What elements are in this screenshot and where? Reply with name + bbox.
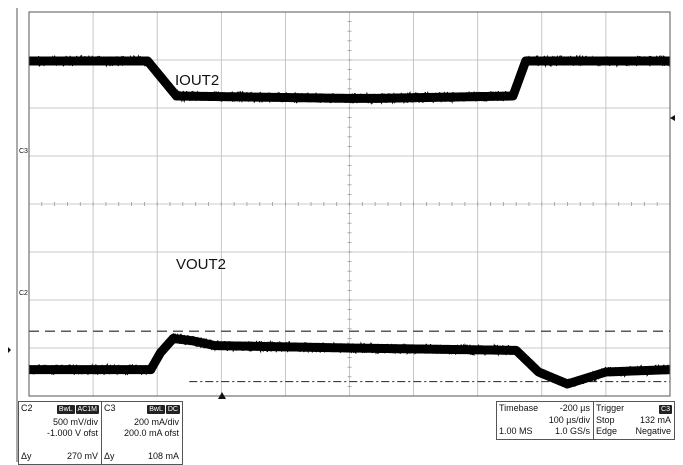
timebase-panel[interactable]: Timebase -200 µs 100 µs/div 1.00 MS 1.0 … [496, 401, 594, 440]
c3-offset: 200.0 mA ofst [123, 428, 179, 438]
c3-dy-value: 108 mA [147, 451, 179, 461]
trigger-label: Trigger [596, 403, 625, 413]
iout2-label: IOUT2 [175, 72, 219, 89]
c3-info-panel[interactable]: C3 BwL DC 200 mA/div 200.0 mA ofst Δy 108… [101, 401, 183, 465]
trigger-source-tag: C3 [659, 405, 672, 414]
c3-bw-tag: BwL [147, 405, 165, 414]
trigger-mode: Stop [596, 415, 615, 425]
c2-offset: -1.000 V ofst [46, 428, 98, 438]
c2-channel-marker: C2 [19, 290, 28, 297]
c3-dy-label: Δy [104, 451, 115, 461]
left-edge-arrow [8, 347, 11, 353]
c3-name: C3 [104, 403, 116, 413]
c3-coupling-tag: DC [165, 405, 180, 414]
c2-dy-label: Δy [21, 451, 32, 461]
plot-frame [28, 11, 671, 397]
c2-dy-value: 270 mV [66, 451, 98, 461]
trigger-level-arrow [670, 115, 675, 121]
c2-scale: 500 mV/div [52, 417, 98, 427]
trigger-type: Edge [596, 426, 618, 436]
timebase-scale: 100 µs/div [548, 415, 590, 425]
trigger-slope: Negative [635, 426, 671, 436]
timebase-memory: 1.00 MS [499, 426, 533, 436]
traces [26, 54, 673, 389]
trigger-position-arrow [218, 392, 226, 399]
trace-iout2 [26, 54, 673, 105]
vout2-label: VOUT2 [176, 256, 226, 273]
c2-name: C2 [21, 403, 33, 413]
trace-vout2 [26, 333, 673, 389]
trigger-level: 132 mA [639, 415, 671, 425]
c2-coupling-tag: AC1M [75, 405, 99, 414]
c3-channel-marker: C3 [19, 148, 28, 155]
c2-info-panel[interactable]: C2 BwL AC1M 500 mV/div -1.000 V ofst Δy 2… [18, 401, 102, 465]
trace-iout2-line [26, 56, 673, 103]
trace-vout2-line [26, 333, 673, 389]
c2-bw-tag: BwL [56, 405, 75, 414]
timebase-sample-rate: 1.0 GS/s [554, 426, 590, 436]
timebase-label: Timebase [499, 403, 539, 413]
timebase-position: -200 µs [559, 403, 590, 413]
c3-scale: 200 mA/div [133, 417, 179, 427]
trigger-panel[interactable]: Trigger C3 Stop 132 mA Edge Negative [593, 401, 675, 440]
